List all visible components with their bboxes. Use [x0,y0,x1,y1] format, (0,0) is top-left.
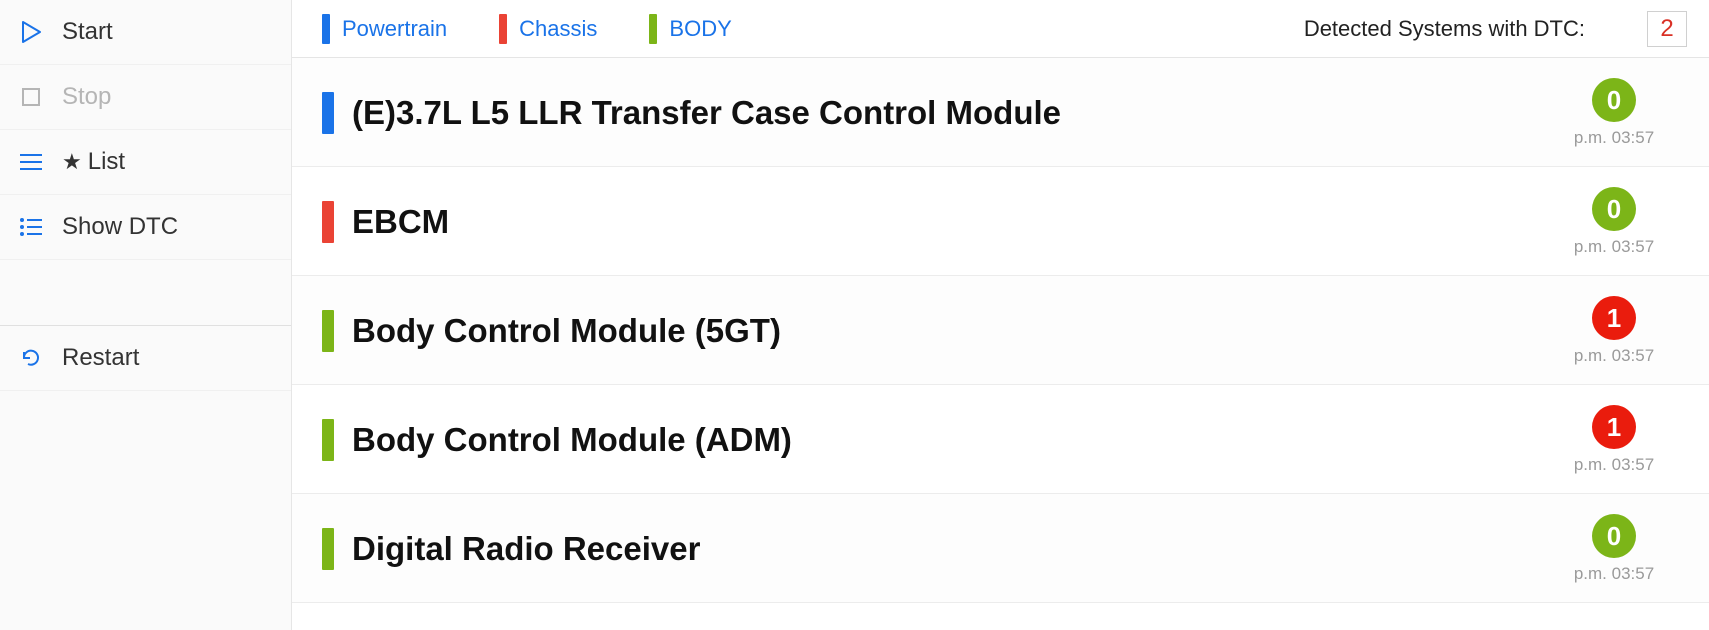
sidebar-stop-label: Stop [62,83,111,111]
status-time: p.m. 03:57 [1574,237,1654,257]
sidebar-list[interactable]: ★ List [0,130,291,195]
sidebar-restart[interactable]: Restart [0,326,291,391]
sidebar-restart-label: Restart [62,344,139,372]
module-swatch [322,201,334,243]
module-status: 1 p.m. 03:57 [1549,405,1679,475]
status-time: p.m. 03:57 [1574,128,1654,148]
undo-arrow-icon [18,346,44,370]
module-swatch [322,419,334,461]
sidebar-show-dtc-label: Show DTC [62,213,178,241]
module-name: EBCM [352,203,1549,241]
sidebar-list-label: List [88,148,125,176]
legend-swatch-body [649,14,657,44]
sidebar-show-dtc[interactable]: Show DTC [0,195,291,260]
sidebar-spacer [0,260,291,325]
module-swatch [322,92,334,134]
legend-swatch-powertrain [322,14,330,44]
detected-label: Detected Systems with DTC: [1304,16,1585,42]
sidebar-stop: Stop [0,65,291,130]
module-list: (E)3.7L L5 LLR Transfer Case Control Mod… [292,58,1709,630]
status-badge: 0 [1592,187,1636,231]
status-time: p.m. 03:57 [1574,455,1654,475]
module-swatch [322,310,334,352]
legend-body[interactable]: BODY [649,14,731,44]
module-status: 0 p.m. 03:57 [1549,187,1679,257]
module-status: 0 p.m. 03:57 [1549,514,1679,584]
module-name: Body Control Module (ADM) [352,421,1549,459]
module-row[interactable]: Body Control Module (5GT) 1 p.m. 03:57 [292,276,1709,385]
legend-chassis[interactable]: Chassis [499,14,597,44]
stop-square-icon [18,86,44,108]
status-badge: 1 [1592,296,1636,340]
legend-powertrain[interactable]: Powertrain [322,14,447,44]
module-row[interactable]: EBCM 0 p.m. 03:57 [292,167,1709,276]
module-name: Digital Radio Receiver [352,530,1549,568]
sidebar: Start Stop ★ List [0,0,292,630]
module-name: (E)3.7L L5 LLR Transfer Case Control Mod… [352,94,1549,132]
sidebar-start[interactable]: Start [0,0,291,65]
module-status: 0 p.m. 03:57 [1549,78,1679,148]
status-badge: 1 [1592,405,1636,449]
module-status: 1 p.m. 03:57 [1549,296,1679,366]
legend-swatch-chassis [499,14,507,44]
detected-count: 2 [1647,11,1687,47]
legend-bar: Powertrain Chassis BODY Detected Systems… [292,0,1709,58]
main-panel: Powertrain Chassis BODY Detected Systems… [292,0,1709,630]
legend-chassis-label: Chassis [519,16,597,42]
sidebar-list-label-wrap: ★ List [62,148,125,176]
status-time: p.m. 03:57 [1574,346,1654,366]
module-row[interactable]: (E)3.7L L5 LLR Transfer Case Control Mod… [292,58,1709,167]
status-time: p.m. 03:57 [1574,564,1654,584]
module-row[interactable]: Body Control Module (ADM) 1 p.m. 03:57 [292,385,1709,494]
status-badge: 0 [1592,78,1636,122]
module-row[interactable]: Digital Radio Receiver 0 p.m. 03:57 [292,494,1709,603]
legend-powertrain-label: Powertrain [342,16,447,42]
menu-lines-icon [18,152,44,172]
legend-body-label: BODY [669,16,731,42]
list-dots-icon [18,217,44,237]
module-swatch [322,528,334,570]
module-name: Body Control Module (5GT) [352,312,1549,350]
sidebar-start-label: Start [62,18,113,46]
app-root: Start Stop ★ List [0,0,1709,630]
status-badge: 0 [1592,514,1636,558]
star-icon: ★ [62,149,82,175]
play-icon [18,20,44,44]
